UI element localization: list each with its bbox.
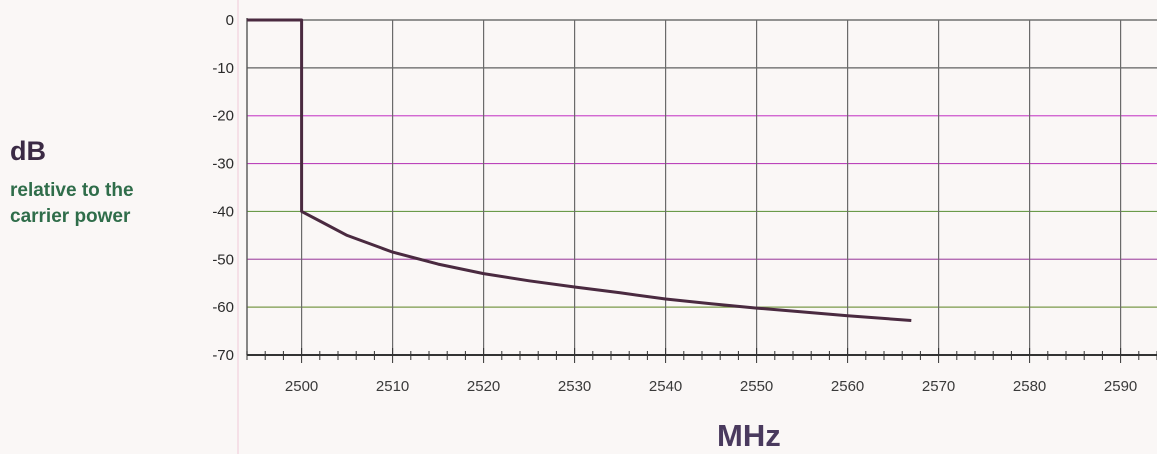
x-tick-label: 2500 bbox=[285, 378, 318, 395]
y-tick-label: 0 bbox=[226, 12, 234, 29]
y-tick-label: -10 bbox=[212, 60, 234, 77]
x-tick-label: 2520 bbox=[467, 378, 500, 395]
x-tick-label: 2510 bbox=[376, 378, 409, 395]
y-tick-label: -30 bbox=[212, 156, 234, 173]
x-tick-label: 2590 bbox=[1104, 378, 1137, 395]
y-axis-label: dB bbox=[10, 136, 46, 166]
x-tick-label: 2540 bbox=[649, 378, 682, 395]
y-axis-sublabel-line-1: relative to the bbox=[10, 180, 134, 201]
x-tick-label: 2550 bbox=[740, 378, 773, 395]
x-tick-label: 2570 bbox=[922, 378, 955, 395]
y-tick-label: -40 bbox=[212, 203, 234, 220]
x-tick-label: 2560 bbox=[831, 378, 864, 395]
x-axis-label: MHz bbox=[717, 418, 781, 453]
y-tick-label: -60 bbox=[212, 299, 234, 316]
y-tick-label: -20 bbox=[212, 108, 234, 125]
y-axis-sublabel-line-2: carrier power bbox=[10, 206, 131, 227]
x-tick-label: 2580 bbox=[1013, 378, 1046, 395]
y-tick-label: -50 bbox=[212, 251, 234, 268]
x-tick-label: 2530 bbox=[558, 378, 591, 395]
y-tick-label: -70 bbox=[212, 347, 234, 364]
series-line bbox=[247, 18, 912, 322]
